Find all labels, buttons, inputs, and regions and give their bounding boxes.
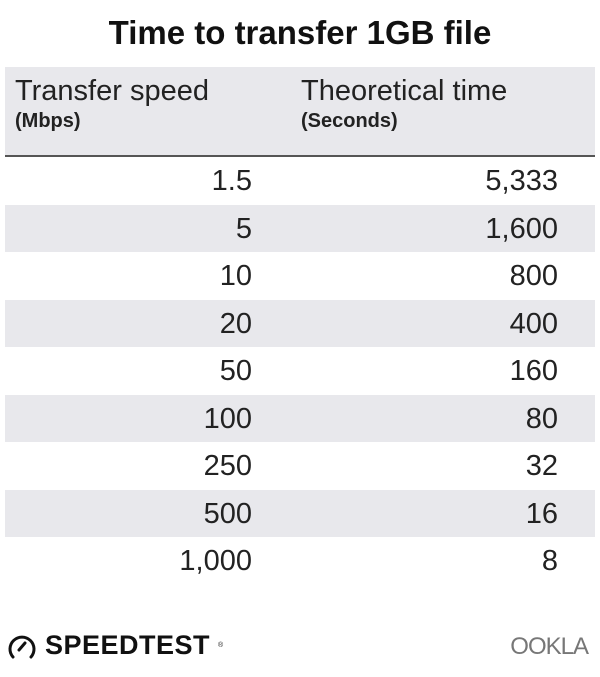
cell-speed: 10 [219,260,252,292]
table-row: 100 80 [5,394,595,442]
cell-time: 16 [525,497,558,530]
table-row: 1,000 8 [5,537,595,585]
speedometer-icon [8,635,36,658]
cell-time: 8 [541,545,558,577]
table-row: 250 32 [5,442,595,490]
speedtest-logo: SPEEDTEST ® [7,630,223,661]
cell-speed: 250 [203,450,252,482]
header-theoretical-time: Theoretical time (Seconds) [301,75,507,133]
cell-time: 80 [525,402,558,435]
table-row: 1.5 5,333 [5,157,595,205]
table-header: Transfer speed (Mbps) Theoretical time (… [5,67,595,157]
cell-speed: 20 [219,307,252,340]
cell-time: 160 [509,355,558,387]
table-row: 10 800 [5,252,595,300]
header-label: Theoretical time [301,75,508,107]
table-row: 5 1,600 [5,204,595,252]
cell-speed: 5 [235,212,252,245]
table-body: 1.5 5,333 5 1,600 10 800 20 400 50 160 100 80 250 32 5… [5,157,595,585]
cell-time: 1,600 [485,212,558,245]
header-unit: (Mbps) [15,110,81,132]
cell-time: 800 [509,260,558,292]
ookla-logo: OOKLA [510,633,589,660]
cell-speed: 1.5 [211,165,252,197]
header-unit: (Seconds) [301,110,398,132]
cell-time: 32 [525,450,558,482]
cell-speed: 100 [203,402,252,435]
cell-speed: 500 [203,497,252,530]
table-row: 500 16 [5,489,595,537]
cell-time: 5,333 [485,165,558,197]
table-row: 20 400 [5,299,595,347]
chart-title: Time to transfer 1GB file [108,14,492,51]
speedtest-wordmark: SPEEDTEST [45,630,211,660]
cell-speed: 50 [219,355,252,387]
cell-time: 400 [509,307,558,340]
cell-speed: 1,000 [179,545,252,577]
registered-mark: ® [218,642,224,649]
table-row: 50 160 [5,347,595,395]
header-transfer-speed: Transfer speed (Mbps) [15,75,209,133]
transfer-table: Transfer speed (Mbps) Theoretical time (… [5,67,595,585]
header-label: Transfer speed [15,75,209,107]
